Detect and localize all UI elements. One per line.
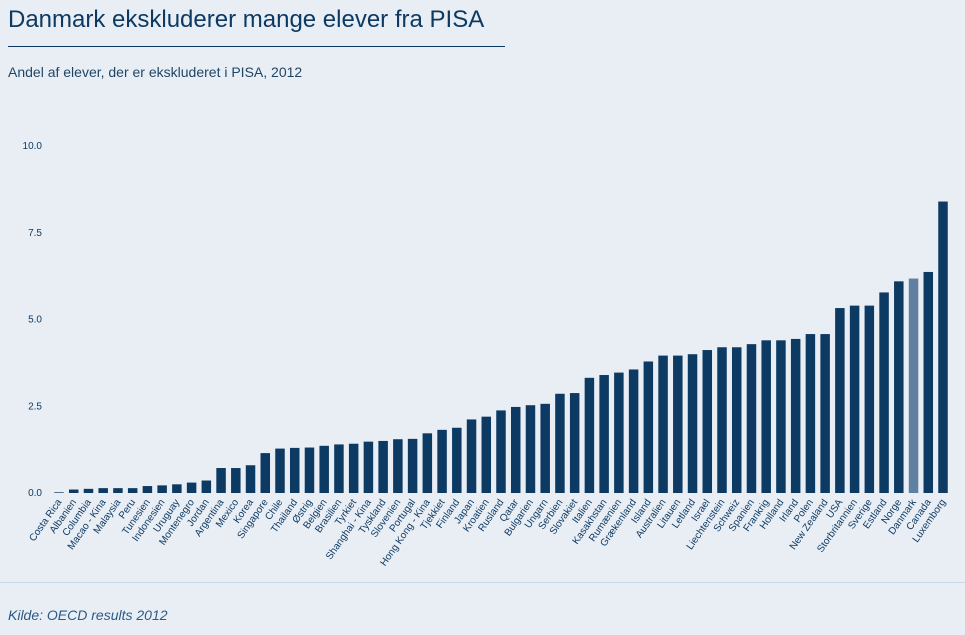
bar — [510, 406, 521, 493]
bar — [98, 488, 108, 493]
bar — [673, 355, 683, 493]
bar — [702, 350, 713, 493]
bar — [186, 482, 197, 493]
chart-title: Danmark ekskluderer mange elever fra PIS… — [8, 6, 485, 33]
bar — [731, 347, 742, 493]
bar — [172, 484, 182, 493]
bar — [142, 486, 153, 493]
bar — [157, 485, 167, 493]
bar — [717, 347, 727, 493]
bar — [864, 305, 875, 493]
bar — [849, 305, 860, 493]
bar — [687, 354, 698, 493]
bar — [628, 369, 639, 493]
y-tick-label: 7.5 — [28, 228, 42, 239]
bar — [231, 468, 241, 493]
bar — [304, 447, 315, 493]
bar — [216, 468, 226, 493]
bar — [334, 444, 344, 493]
bar — [555, 393, 565, 493]
bar — [894, 281, 904, 493]
bar — [938, 201, 948, 493]
bar — [481, 416, 492, 493]
y-tick-label: 0.0 — [28, 488, 42, 499]
bar — [923, 271, 934, 493]
bar — [393, 439, 403, 493]
bar — [83, 488, 94, 493]
bar — [437, 429, 447, 493]
bar — [466, 419, 477, 493]
bar — [599, 375, 609, 493]
bar — [113, 488, 123, 493]
bar — [879, 292, 889, 493]
y-tick-label: 5.0 — [28, 315, 42, 326]
y-tick-label: 2.5 — [28, 401, 42, 412]
bar — [614, 372, 624, 493]
bar — [496, 410, 506, 493]
y-tick-label: 10.0 — [23, 141, 43, 152]
bar — [805, 334, 816, 493]
bar — [201, 480, 212, 493]
bar — [776, 340, 786, 493]
bar — [54, 492, 64, 493]
bar — [658, 355, 668, 493]
bar — [127, 488, 138, 493]
bar — [790, 338, 801, 493]
bar — [68, 489, 79, 493]
bar — [908, 278, 919, 493]
source-note: Kilde: OECD results 2012 — [8, 607, 168, 623]
bar — [569, 393, 580, 493]
bar — [643, 361, 654, 493]
chart-subtitle: Andel af elever, der er ekskluderet i PI… — [8, 64, 303, 80]
bar — [348, 443, 359, 493]
bar — [289, 447, 300, 493]
bar — [540, 403, 550, 493]
footer-divider — [0, 582, 965, 583]
bar — [746, 344, 757, 493]
bar — [584, 377, 595, 493]
bar — [525, 405, 536, 493]
bar — [761, 340, 771, 493]
bar — [260, 453, 271, 493]
bar — [422, 433, 433, 493]
bar — [275, 448, 285, 493]
bar — [820, 334, 830, 493]
bar — [363, 441, 374, 493]
bar — [835, 308, 845, 493]
bar — [245, 465, 256, 493]
bar — [319, 445, 329, 493]
bar — [452, 427, 462, 493]
bar — [407, 438, 418, 493]
bar — [378, 440, 388, 493]
title-divider — [8, 46, 505, 47]
